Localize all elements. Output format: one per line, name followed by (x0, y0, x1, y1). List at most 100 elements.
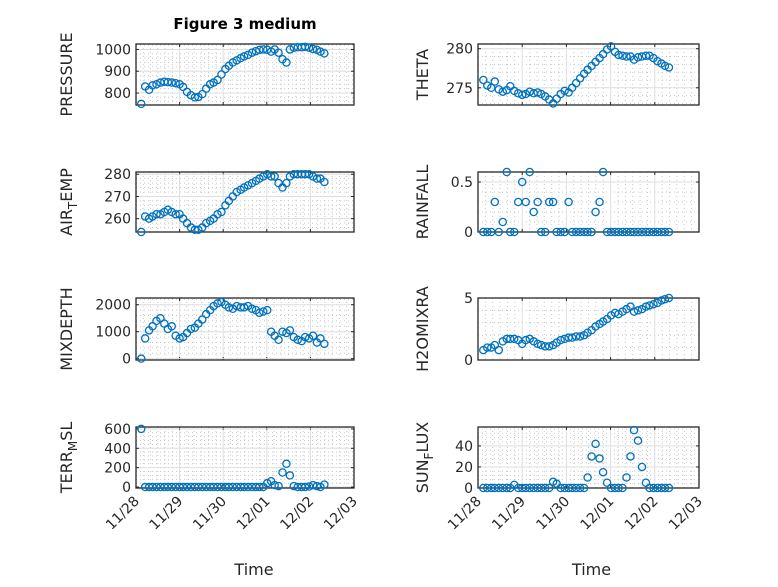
data-point (614, 227, 623, 237)
data-point (490, 197, 500, 207)
data-point (529, 207, 538, 217)
data-point (614, 483, 623, 493)
data-point (483, 343, 492, 352)
axes-theta: 275 280 THETA (413, 42, 700, 108)
y-tick-label: 900 (104, 64, 131, 80)
data-point (649, 483, 658, 493)
axes-rainfall: 0 0.5 RAINFALL (413, 165, 700, 241)
data-point (618, 227, 627, 237)
data-point (660, 483, 670, 493)
data-point (498, 217, 508, 227)
data-point (622, 52, 631, 61)
data-point (483, 227, 492, 237)
x-tick-label: 12/01 (234, 494, 274, 534)
data-point (521, 335, 530, 345)
data-point (266, 172, 276, 181)
data-point (285, 326, 295, 335)
data-point (152, 209, 161, 219)
data-point (645, 301, 654, 310)
data-point (633, 227, 643, 237)
y-tick-label: 275 (446, 81, 473, 97)
data-point (167, 78, 177, 87)
x-tick-label: 11/30 (190, 494, 230, 534)
y-tick-label: 1000 (95, 325, 131, 341)
data-point (618, 51, 627, 60)
data-point (494, 227, 504, 237)
data-point (289, 43, 299, 52)
data-point (552, 227, 561, 237)
data-point (506, 334, 515, 344)
y-axis-label: PRESSURE (57, 32, 76, 116)
data-point (213, 75, 222, 85)
data-point (190, 225, 200, 235)
data-point (136, 99, 146, 109)
axes-pressure: 800 900 1000 PRESSURE (57, 32, 355, 117)
data-point (536, 483, 546, 493)
data-point (525, 167, 534, 177)
data-point (649, 299, 658, 309)
y-tick-label: 200 (104, 461, 131, 477)
data-point (320, 480, 329, 489)
data-point (490, 77, 500, 86)
data-point (152, 80, 161, 89)
y-tick-label: 20 (455, 460, 473, 476)
label-text: EMP (57, 168, 76, 202)
data-point (213, 299, 222, 308)
data-point (544, 342, 554, 351)
y-axis-label: RAINFALL (413, 165, 432, 240)
data-point (629, 227, 639, 237)
data-point (540, 483, 550, 493)
y-tick-label: 1000 (95, 42, 131, 58)
y-tick-label: 270 (104, 189, 131, 205)
data-point (660, 61, 670, 71)
y-axis-label: SUNFLUX (413, 422, 436, 494)
data-point (606, 42, 616, 51)
data-point (521, 483, 530, 493)
data-point (136, 354, 146, 363)
data-point (270, 172, 279, 181)
label-text: LUX (413, 422, 432, 453)
data-point (591, 439, 600, 449)
data-point (633, 53, 643, 62)
data-point (148, 81, 157, 90)
data-point (540, 342, 550, 351)
data-point (274, 481, 283, 491)
data-point (533, 339, 542, 349)
y-tick-label: 280 (104, 167, 131, 183)
data-point (293, 335, 303, 345)
data-point (571, 483, 581, 493)
data-point (148, 322, 157, 331)
data-point (517, 177, 527, 187)
axes-sun-flux: 11/28 11/29 11/30 12/01 12/02 12/03 0 20 40 SUNFL… (413, 422, 706, 579)
data-point (217, 207, 226, 217)
data-point (622, 473, 631, 482)
data-point (285, 45, 295, 54)
data-point (316, 47, 325, 56)
y-tick-label: 2000 (95, 298, 131, 314)
data-point (320, 177, 329, 187)
data-point (664, 227, 674, 237)
data-point (156, 313, 165, 323)
data-point (304, 482, 314, 491)
x-tick-label: 11/29 (147, 494, 187, 534)
data-point (247, 48, 257, 57)
data-point (629, 307, 639, 316)
data-point (300, 332, 310, 342)
data-point (614, 50, 623, 60)
data-point (618, 483, 627, 493)
data-point (479, 483, 488, 493)
x-axis-label: Time (571, 560, 611, 579)
data-point (533, 197, 542, 207)
data-point (633, 436, 643, 445)
label-text: SL (57, 422, 76, 441)
data-point (664, 63, 674, 72)
data-point (575, 332, 585, 341)
data-point (502, 483, 511, 493)
data-point (564, 197, 573, 207)
data-point (320, 339, 329, 349)
data-point (626, 452, 635, 461)
data-point (163, 77, 173, 87)
data-point (509, 227, 519, 237)
data-point (645, 483, 654, 493)
data-point (274, 335, 283, 345)
